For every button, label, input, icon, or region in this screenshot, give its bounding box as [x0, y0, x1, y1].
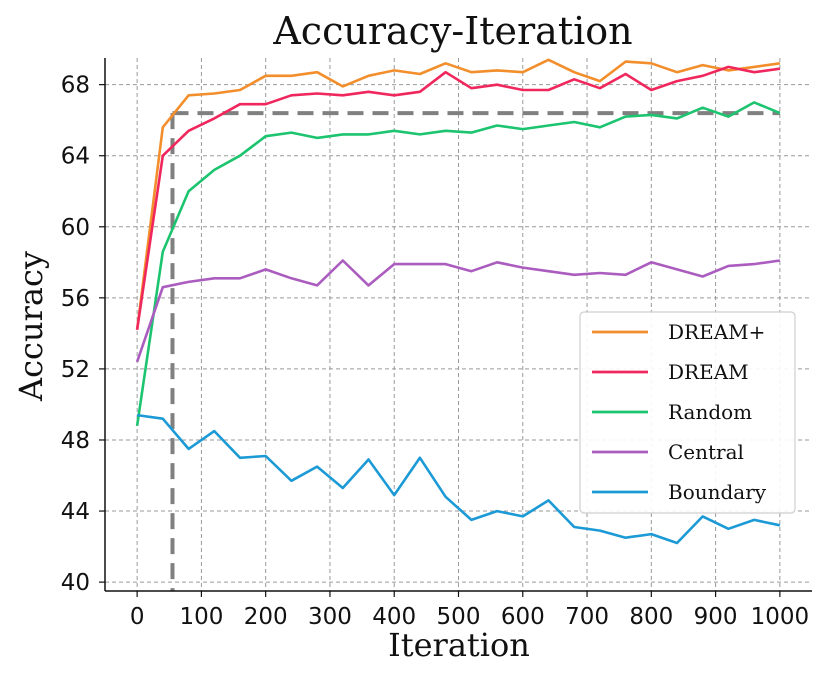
- y-tick-label-64: 64: [61, 144, 90, 170]
- x-tick-label-200: 200: [244, 604, 288, 630]
- x-tick-label-0: 0: [130, 604, 145, 630]
- x-tick-label-600: 600: [501, 604, 545, 630]
- x-tick-label-900: 900: [694, 604, 738, 630]
- tick-labels: 0 100 200 300 400 500 600 700 800 900 1000 40 44 48 52…: [61, 73, 809, 630]
- legend-label-central: Central: [668, 440, 744, 464]
- legend-label-random: Random: [668, 400, 752, 424]
- x-tick-label-700: 700: [565, 604, 609, 630]
- legend-box: [579, 311, 796, 514]
- series-line-central: [135, 259, 781, 363]
- y-tick-label-44: 44: [61, 499, 90, 525]
- x-tick-label-1000: 1000: [751, 604, 810, 630]
- y-tick-label-56: 56: [61, 286, 90, 312]
- legend-label-dream: DREAM: [668, 360, 749, 384]
- reference-lines: [170, 111, 780, 591]
- series-line-dream: [135, 65, 781, 330]
- legend-label-boundary: Boundary: [668, 480, 767, 504]
- x-tick-label-500: 500: [437, 604, 481, 630]
- series-line-dream-: [135, 58, 781, 330]
- series-line-random: [135, 101, 781, 426]
- y-tick-label-48: 48: [61, 428, 90, 454]
- x-tick-label-300: 300: [308, 604, 352, 630]
- chart-title: Accuracy-Iteration: [272, 9, 632, 53]
- y-tick-label-40: 40: [61, 570, 90, 596]
- x-tick-label-100: 100: [179, 604, 223, 630]
- y-tick-label-60: 60: [61, 215, 90, 241]
- y-tick-label-52: 52: [61, 357, 90, 383]
- legend-label-dream-: DREAM+: [668, 320, 765, 344]
- x-axis-label: Iteration: [388, 626, 530, 664]
- x-tick-label-800: 800: [629, 604, 673, 630]
- series-lines: [135, 58, 781, 545]
- x-tick-label-400: 400: [372, 604, 416, 630]
- legend: DREAM+ DREAM Random Central Boundary: [579, 311, 796, 514]
- series-line-boundary: [136, 413, 781, 545]
- y-axis-label: Accuracy: [12, 251, 50, 402]
- y-tick-label-68: 68: [61, 73, 90, 99]
